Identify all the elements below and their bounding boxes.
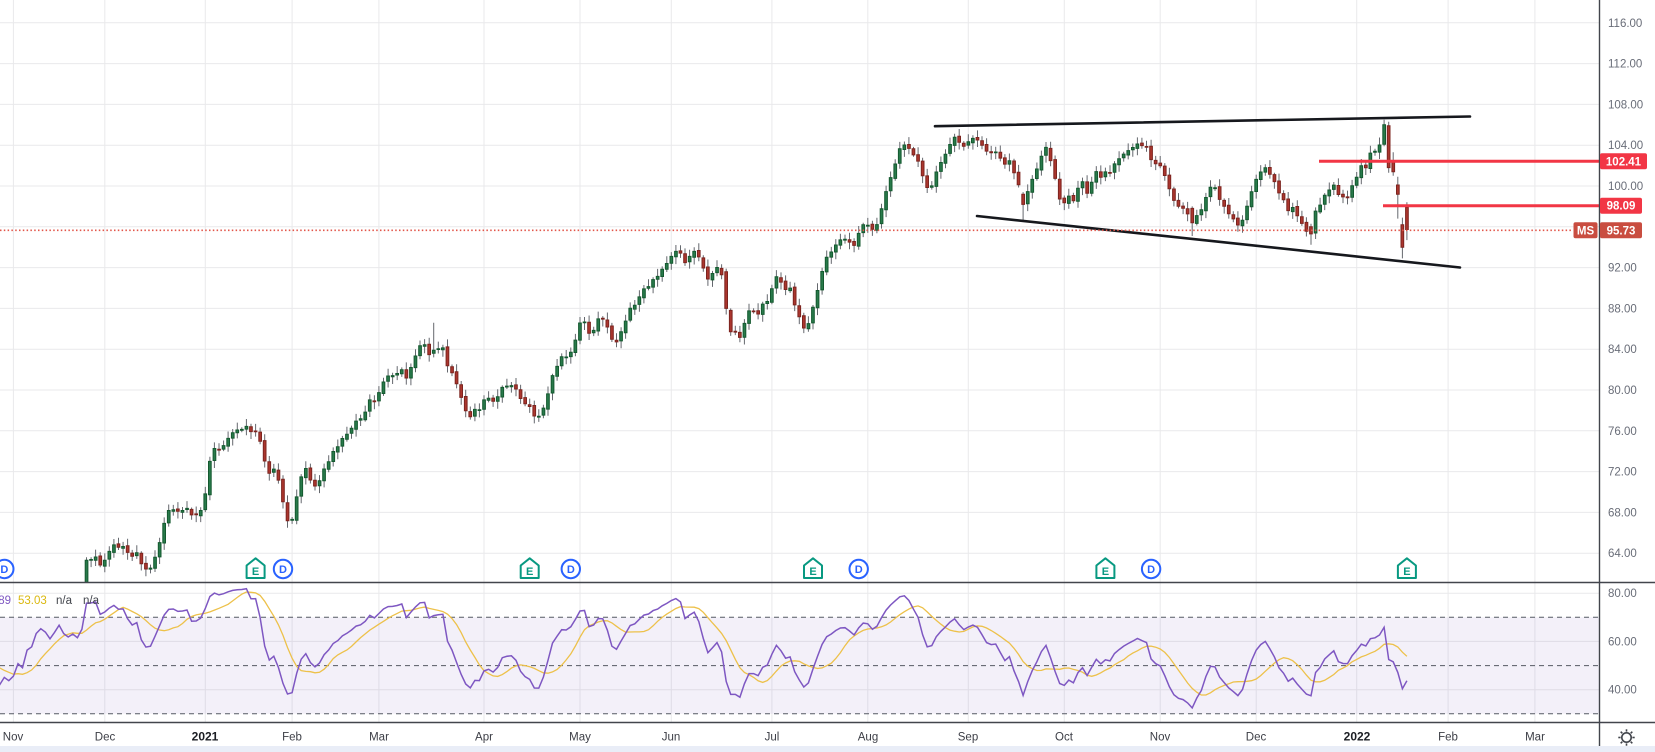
svg-text:MS: MS (1577, 225, 1595, 237)
svg-text:2021: 2021 (192, 730, 219, 744)
svg-text:95.73: 95.73 (1607, 225, 1636, 237)
svg-text:102.41: 102.41 (1606, 156, 1642, 168)
svg-text:D: D (1147, 564, 1155, 576)
svg-text:60.00: 60.00 (1608, 636, 1637, 648)
svg-text:E: E (526, 566, 533, 578)
svg-text:116.00: 116.00 (1608, 18, 1642, 30)
svg-text:Nov: Nov (3, 732, 24, 744)
svg-text:Dec: Dec (1246, 732, 1267, 744)
svg-text:112.00: 112.00 (1608, 59, 1642, 71)
svg-text:80.00: 80.00 (1608, 588, 1637, 600)
svg-text:88.00: 88.00 (1608, 303, 1637, 315)
svg-text:D: D (567, 564, 575, 576)
svg-text:Jun: Jun (662, 732, 681, 744)
svg-text:Mar: Mar (1525, 732, 1545, 744)
svg-text:Apr: Apr (475, 732, 493, 744)
svg-text:104.00: 104.00 (1608, 140, 1643, 152)
svg-text:n/a: n/a (83, 595, 100, 607)
svg-text:64.00: 64.00 (1608, 548, 1637, 560)
svg-text:108.00: 108.00 (1608, 99, 1643, 111)
svg-text:D: D (855, 564, 863, 576)
svg-text:Nov: Nov (1150, 732, 1171, 744)
svg-text:Feb: Feb (1438, 732, 1458, 744)
svg-text:53.03: 53.03 (18, 595, 47, 607)
svg-text:May: May (569, 732, 591, 744)
svg-text:E: E (252, 566, 259, 578)
svg-text:Feb: Feb (282, 732, 302, 744)
svg-text:Oct: Oct (1055, 732, 1074, 744)
svg-text:38.89: 38.89 (0, 595, 11, 607)
svg-text:E: E (809, 566, 816, 578)
svg-text:Mar: Mar (369, 732, 389, 744)
svg-text:100.00: 100.00 (1608, 181, 1643, 193)
svg-text:76.00: 76.00 (1608, 426, 1637, 438)
svg-text:E: E (1102, 566, 1109, 578)
svg-text:40.00: 40.00 (1608, 685, 1637, 697)
svg-text:68.00: 68.00 (1608, 507, 1637, 519)
svg-text:84.00: 84.00 (1608, 344, 1637, 356)
svg-text:E: E (1403, 566, 1410, 578)
svg-text:Sep: Sep (958, 732, 978, 744)
svg-text:n/a: n/a (56, 595, 73, 607)
svg-text:D: D (279, 564, 287, 576)
svg-text:80.00: 80.00 (1608, 385, 1637, 397)
svg-text:Jul: Jul (765, 732, 780, 744)
svg-text:92.00: 92.00 (1608, 263, 1637, 275)
svg-text:72.00: 72.00 (1608, 467, 1637, 479)
svg-text:98.09: 98.09 (1607, 201, 1636, 213)
svg-text:D: D (0, 564, 8, 576)
svg-text:Aug: Aug (858, 732, 878, 744)
svg-text:2022: 2022 (1344, 730, 1371, 744)
svg-text:Dec: Dec (95, 732, 116, 744)
